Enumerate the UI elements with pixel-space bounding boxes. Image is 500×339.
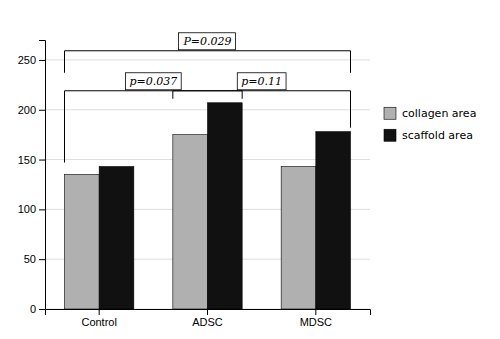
legend-swatch	[384, 129, 396, 141]
x-tick-mark	[99, 309, 100, 315]
bar	[99, 167, 134, 309]
legend-item: collagen area	[384, 107, 476, 120]
bracket-line	[242, 91, 243, 99]
y-tick-mark	[39, 60, 45, 61]
bracket-line	[173, 90, 351, 91]
x-tick-label: MDSC	[300, 316, 332, 328]
bracket-line	[350, 51, 351, 73]
annotation-frame	[125, 73, 181, 90]
y-tick: 100	[18, 203, 45, 215]
x-tick-label: Control	[81, 316, 116, 328]
bar	[65, 175, 100, 310]
y-tick-mark	[39, 259, 45, 260]
annotation-box: P=0.029	[178, 33, 235, 50]
bracket-line	[350, 91, 351, 128]
annotations: P=0.029 p=0.037 p=0.11	[65, 33, 351, 163]
annotation-frame	[178, 33, 235, 50]
y-tick-mark	[39, 209, 45, 210]
y-tick-mark	[39, 309, 45, 310]
bracket-line	[172, 91, 173, 99]
bar	[316, 132, 351, 309]
chart: Control ADSC MDSC 0 50 100 150 200 250 P=0.029 p=0…	[0, 0, 500, 339]
legend-item: scaffold area	[384, 129, 473, 142]
y-tick-label: 150	[18, 154, 36, 166]
bracket-line	[64, 51, 65, 73]
x-axis-line	[46, 310, 371, 316]
x-tick: Control	[81, 309, 116, 328]
annotation: P=0.029	[182, 35, 231, 48]
bars	[65, 103, 351, 309]
annotation: p=0.037	[129, 75, 177, 88]
annotation-frame	[237, 73, 286, 90]
x-tick: ADSC	[192, 309, 223, 328]
plot: Control ADSC MDSC 0 50 100 150 200 250 P=0.029 p=0…	[18, 33, 371, 328]
grid	[45, 60, 370, 309]
x-tick-label: ADSC	[192, 316, 223, 328]
x-tick-mark	[315, 309, 316, 315]
y-tick: 250	[18, 54, 45, 66]
bracket-line	[65, 50, 351, 51]
y-axis: 0 50 100 150 200 250	[18, 41, 46, 316]
y-tick-label: 200	[18, 104, 36, 116]
y-tick-label: 0	[30, 303, 36, 315]
y-tick-label: 50	[24, 253, 36, 265]
legend-swatch	[384, 107, 396, 119]
bar	[208, 103, 243, 309]
annotation: p=0.11	[241, 75, 282, 88]
annotation-box: p=0.037	[125, 73, 181, 90]
annotation-box: p=0.11	[237, 73, 286, 90]
grid-line	[45, 59, 370, 60]
y-axis-line	[39, 41, 46, 310]
y-tick: 0	[30, 303, 45, 315]
y-tick: 150	[18, 154, 45, 166]
bar	[173, 135, 208, 309]
y-tick: 200	[18, 104, 45, 116]
x-tick-mark	[207, 309, 208, 315]
legend: collagen area scaffold area	[384, 107, 476, 142]
x-axis: Control ADSC MDSC	[46, 309, 371, 328]
y-tick-mark	[39, 160, 45, 161]
y-tick-label: 100	[18, 203, 36, 215]
y-tick: 50	[24, 253, 45, 265]
legend-label: scaffold area	[402, 129, 473, 142]
y-tick-mark	[39, 110, 45, 111]
x-tick: MDSC	[300, 309, 332, 328]
bracket-line	[64, 91, 65, 163]
bar	[281, 167, 316, 309]
y-tick-label: 250	[18, 54, 36, 66]
legend-label: collagen area	[402, 107, 476, 120]
